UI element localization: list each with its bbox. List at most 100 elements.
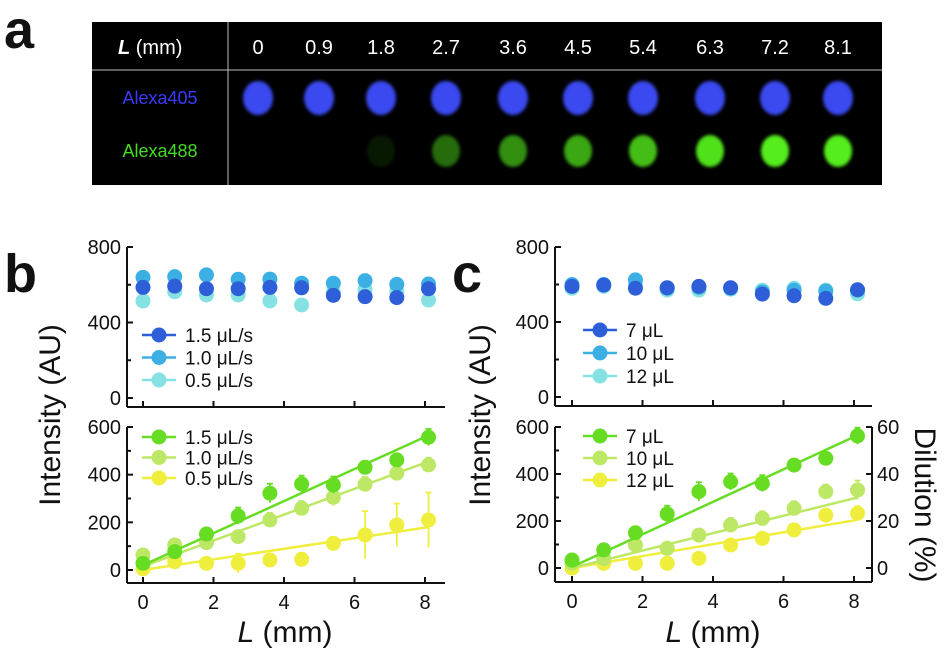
column-header: 2.7 (432, 37, 460, 59)
data-point (325, 287, 341, 303)
y-tick-label: 400 (88, 313, 121, 335)
series (135, 491, 437, 577)
data-point (564, 552, 580, 568)
alexa488-spot (761, 135, 789, 167)
legend-marker (592, 345, 608, 361)
y2-tick-label: 0 (877, 558, 888, 580)
column-header: 0.9 (305, 37, 333, 59)
legend-label: 7 μL (626, 321, 663, 342)
panel-label-c: c (452, 244, 482, 304)
data-point (627, 280, 643, 296)
data-point (135, 555, 151, 571)
row-label-alexa405: Alexa405 (122, 88, 197, 108)
y-tick-label: 800 (516, 237, 549, 259)
data-point (659, 555, 675, 571)
legend-label: 1.0 μL/s (185, 349, 253, 370)
y-tick-label: 0 (538, 558, 549, 580)
alexa405-spot (498, 81, 528, 115)
series (135, 278, 437, 306)
panel-a-background (92, 22, 882, 185)
data-point (754, 530, 770, 546)
data-point (723, 537, 739, 553)
y-tick-label: 0 (110, 388, 121, 410)
series (564, 426, 866, 568)
data-point (627, 525, 643, 541)
fit-line (571, 518, 858, 570)
x-tick-label: 4 (278, 592, 289, 614)
axes (554, 246, 872, 407)
x-tick-label: 2 (208, 592, 219, 614)
data-point (754, 286, 770, 302)
y2-tick-label: 40 (877, 464, 899, 486)
x-axis-label-b: L (mm) (238, 616, 333, 649)
data-point (325, 477, 341, 493)
series (135, 428, 437, 571)
data-point (389, 276, 405, 292)
data-point (198, 526, 214, 542)
legend-marker (592, 322, 608, 338)
data-point (691, 550, 707, 566)
data-point (230, 529, 246, 545)
data-point (850, 428, 866, 444)
y-tick-label: 400 (88, 465, 121, 487)
data-point (357, 273, 373, 289)
data-point (325, 535, 341, 551)
alexa488-spot (696, 135, 724, 167)
column-header: 4.5 (564, 37, 592, 59)
legend-marker (151, 350, 167, 365)
y-tick-label: 400 (516, 464, 549, 486)
data-point (421, 512, 437, 528)
fit-line (571, 496, 858, 570)
legend-marker (151, 372, 167, 388)
data-point (294, 551, 310, 567)
column-header: 8.1 (824, 37, 852, 59)
x-tick-label: 6 (778, 591, 789, 613)
alexa405-spot (366, 81, 396, 115)
legend-marker (151, 327, 167, 343)
data-point (421, 429, 437, 445)
alexa488-spot (629, 135, 657, 167)
x-tick-label: 8 (848, 591, 859, 613)
data-point (818, 290, 834, 306)
x-tick-label: 8 (419, 592, 430, 614)
data-point (262, 279, 278, 295)
column-header: 5.4 (629, 37, 657, 59)
legend-label: 12 μL (626, 367, 674, 388)
x-tick-label: 0 (137, 592, 148, 614)
data-point (325, 275, 341, 291)
alexa488-spot (499, 135, 527, 167)
data-point (421, 457, 437, 473)
data-point (262, 293, 278, 309)
header-var: L (118, 37, 130, 59)
data-point (262, 552, 278, 568)
x-tick-label: 6 (349, 592, 360, 614)
data-point (389, 465, 405, 481)
data-point (627, 555, 643, 571)
axes (126, 246, 445, 408)
column-header: 1.8 (367, 37, 395, 59)
alexa488-spot (824, 135, 852, 167)
fit-line (142, 434, 430, 567)
column-header: 6.3 (696, 37, 724, 59)
data-point (135, 293, 151, 309)
legend-marker (151, 450, 167, 465)
x-tick-label: 2 (637, 591, 648, 613)
x-tick-label: 0 (566, 591, 577, 613)
data-point (389, 290, 405, 306)
series (564, 505, 866, 576)
legend-marker (592, 472, 608, 488)
alexa405-spot (563, 81, 593, 115)
data-point (786, 500, 802, 516)
data-point (564, 278, 580, 294)
alexa405-spot (628, 81, 658, 115)
data-point (786, 457, 802, 473)
data-point (357, 289, 373, 305)
legend-label: 1.5 μL/s (185, 428, 253, 449)
data-point (198, 267, 214, 283)
data-point (659, 506, 675, 522)
data-point (230, 281, 246, 297)
panel-label-b: b (4, 244, 37, 304)
data-point (723, 517, 739, 533)
panel-label-a: a (4, 0, 35, 60)
